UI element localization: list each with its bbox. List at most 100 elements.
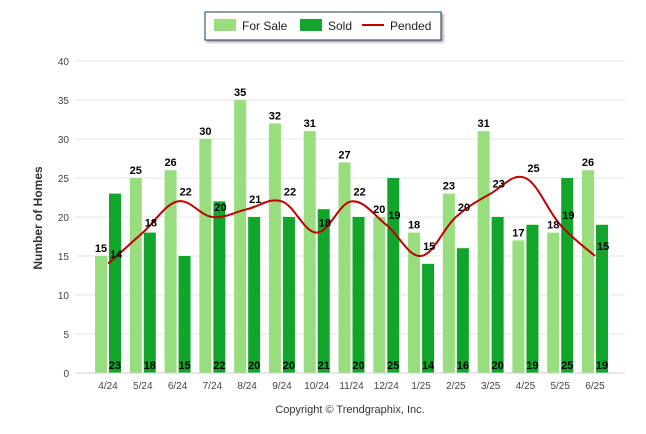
y-tick-label: 20 — [58, 213, 70, 224]
data-label-pended: 15 — [597, 241, 609, 253]
data-label-pended: 21 — [249, 194, 261, 206]
data-label-sold: 15 — [178, 360, 190, 372]
bar-for-sale — [268, 123, 281, 374]
data-label-sold: 25 — [387, 360, 399, 372]
x-tick-label: 7/24 — [203, 381, 223, 392]
legend: For Sale Sold Pended — [204, 11, 442, 41]
bar-sold — [526, 224, 539, 373]
data-label-pended: 18 — [319, 218, 331, 230]
data-label-pended: 18 — [145, 218, 157, 230]
x-tick-label: 6/25 — [585, 381, 605, 392]
y-tick-label: 40 — [58, 57, 70, 68]
data-label-sold: 16 — [457, 360, 469, 372]
data-label-for-sale: 18 — [408, 220, 420, 232]
x-tick-label: 5/25 — [550, 381, 570, 392]
x-tick-label: 12/24 — [374, 381, 399, 392]
bar-sold — [352, 217, 365, 373]
bar-sold — [143, 232, 156, 373]
data-label-pended: 25 — [527, 163, 539, 175]
data-label-for-sale: 31 — [304, 118, 316, 130]
data-label-for-sale: 25 — [130, 165, 142, 177]
legend-swatch-for-sale — [214, 19, 236, 31]
data-label-sold: 23 — [109, 360, 121, 372]
labels-layer: 15 23 25 18 26 15 30 22 35 20 32 20 31 21 27 20 20 25 18 14… — [95, 87, 609, 372]
data-label-for-sale: 30 — [199, 126, 211, 138]
bar-sold — [422, 263, 435, 373]
data-label-sold: 19 — [596, 360, 608, 372]
x-tick-label: 2/25 — [446, 381, 466, 392]
y-tick-label: 10 — [58, 291, 70, 302]
x-tick-label: 3/25 — [481, 381, 501, 392]
y-tick-label: 0 — [63, 369, 69, 380]
x-tick-label: 11/24 — [339, 381, 364, 392]
bar-sold — [248, 217, 261, 373]
x-tick-label: 10/24 — [304, 381, 329, 392]
bar-for-sale — [547, 232, 560, 373]
y-tick-label: 30 — [58, 135, 70, 146]
data-label-sold: 14 — [422, 360, 435, 372]
y-tick-label: 5 — [63, 330, 69, 341]
legend-swatch-sold — [300, 19, 322, 31]
bar-sold — [561, 178, 574, 373]
data-label-sold: 19 — [526, 360, 538, 372]
x-tick-label: 4/24 — [98, 381, 118, 392]
axis-layer: 0 5 10 15 20 25 30 35 40 4/24 5/24 6/24 7/24 8/24 9/24… — [58, 57, 625, 392]
data-label-for-sale: 26 — [164, 157, 176, 169]
bar-for-sale — [303, 131, 316, 373]
data-label-pended: 20 — [458, 202, 470, 214]
bar-for-sale — [164, 170, 177, 373]
bar-for-sale — [373, 217, 386, 373]
data-label-for-sale: 20 — [373, 204, 385, 216]
line-layer — [107, 175, 596, 265]
legend-label-sold: Sold — [328, 19, 352, 33]
data-label-for-sale: 23 — [443, 181, 455, 193]
bar-for-sale — [129, 178, 142, 373]
data-label-sold: 22 — [213, 360, 225, 372]
data-label-for-sale: 32 — [269, 110, 281, 122]
bar-sold — [387, 178, 400, 373]
data-label-for-sale: 18 — [547, 220, 559, 232]
x-tick-label: 5/24 — [133, 381, 153, 392]
x-tick-label: 8/24 — [237, 381, 257, 392]
line-pended — [107, 175, 596, 265]
data-label-sold: 20 — [283, 360, 295, 372]
data-label-sold: 18 — [144, 360, 156, 372]
data-label-for-sale: 35 — [234, 87, 246, 99]
data-label-for-sale: 15 — [95, 243, 107, 255]
bar-sold — [282, 217, 295, 373]
copyright-footer: Copyright © Trendgraphix, Inc. — [275, 404, 424, 416]
y-tick-label: 15 — [58, 252, 70, 263]
bar-sold — [456, 248, 469, 373]
bar-for-sale — [512, 240, 525, 373]
data-label-pended: 22 — [354, 186, 366, 198]
data-label-pended: 22 — [284, 186, 296, 198]
data-label-sold: 25 — [561, 360, 573, 372]
legend-label-pended: Pended — [390, 19, 431, 33]
data-label-sold: 20 — [492, 360, 504, 372]
data-label-pended: 15 — [423, 241, 435, 253]
bar-for-sale — [408, 232, 421, 373]
bars-layer — [95, 100, 608, 374]
data-label-pended: 19 — [562, 210, 574, 222]
bar-for-sale — [199, 139, 212, 373]
bar-sold — [213, 201, 226, 373]
data-label-for-sale: 26 — [582, 157, 594, 169]
bar-for-sale — [234, 100, 247, 373]
legend-label-for-sale: For Sale — [242, 19, 288, 33]
data-label-sold: 20 — [352, 360, 364, 372]
data-label-pended: 19 — [388, 210, 400, 222]
y-axis-title: Number of Homes — [31, 166, 45, 270]
x-tick-label: 4/25 — [516, 381, 536, 392]
x-tick-label: 1/25 — [411, 381, 431, 392]
data-label-pended: 20 — [214, 202, 226, 214]
y-tick-label: 35 — [58, 96, 70, 107]
bar-for-sale — [442, 193, 455, 373]
bar-for-sale — [95, 256, 107, 373]
data-label-for-sale: 27 — [338, 149, 350, 161]
data-label-pended: 22 — [180, 186, 192, 198]
data-label-sold: 20 — [248, 360, 260, 372]
bar-sold — [317, 209, 330, 373]
x-tick-label: 6/24 — [168, 381, 188, 392]
